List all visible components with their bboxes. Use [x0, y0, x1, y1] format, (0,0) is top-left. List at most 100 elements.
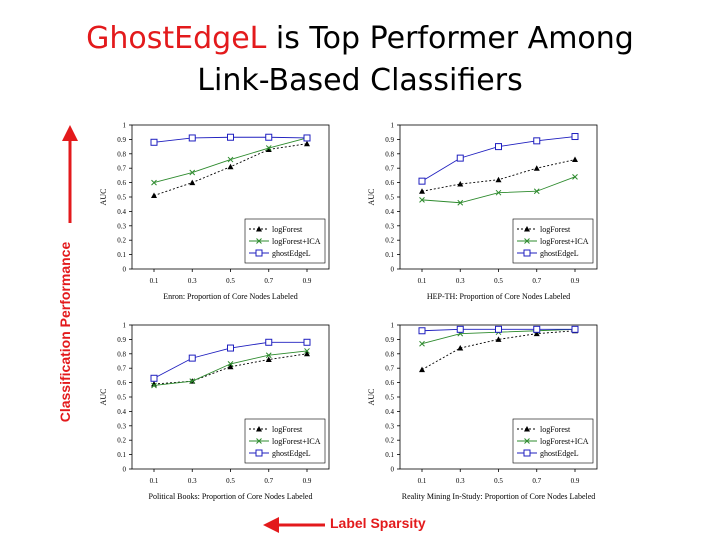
x-axis-label: HEP-TH: Proportion of Core Nodes Labeled — [427, 292, 570, 301]
data-point — [533, 165, 540, 171]
title-rest: is Top Performer Among — [266, 21, 634, 56]
y-tick-label: 0.2 — [385, 437, 394, 445]
legend-label: logForest+ICA — [540, 437, 589, 446]
data-point — [533, 330, 540, 337]
data-point — [265, 338, 273, 346]
legend-marker — [524, 226, 530, 232]
data-point — [572, 173, 578, 180]
data-point — [150, 374, 158, 382]
data-point — [457, 199, 464, 206]
x-tick-label: 0.5 — [226, 277, 235, 285]
x-tick-label: 0.9 — [571, 477, 580, 485]
series-line — [421, 159, 576, 192]
data-point — [572, 156, 578, 163]
y-tick-label: 0.6 — [385, 379, 394, 387]
legend-label: ghostEdgeL — [272, 249, 311, 258]
data-point — [265, 352, 272, 359]
data-point — [227, 361, 234, 367]
y-tick-label: 0.9 — [385, 336, 394, 344]
data-point — [227, 363, 234, 370]
chart-reality-mining: 0 0.1 0.2 0.3 0.4 0.5 0.6 0.7 0.8 0.9 1 0.1 0.3 0.5 0.… — [367, 322, 598, 501]
x-tick-label: 0.3 — [188, 477, 197, 485]
legend-label: logForest — [540, 425, 571, 434]
x-tick-label: 0.1 — [418, 477, 427, 485]
y-axis-label: AUC — [99, 389, 108, 406]
y-tick-label: 0.2 — [385, 237, 394, 245]
data-point — [419, 366, 425, 373]
y-tick-label: 1 — [123, 322, 127, 330]
series-logforest — [151, 350, 310, 387]
y-tick-label: 0.6 — [385, 179, 394, 187]
legend-marker — [523, 449, 531, 457]
y-axis-label: AUC — [367, 389, 376, 406]
series-line — [421, 330, 576, 371]
y-tick-label: 0.7 — [385, 365, 394, 373]
series-logforest — [419, 156, 578, 194]
data-point — [419, 340, 425, 347]
x-tick-label: 0.3 — [456, 277, 465, 285]
data-point — [227, 163, 234, 170]
x-tick-label: 0.7 — [264, 477, 273, 485]
series-ghostedgel — [418, 325, 579, 335]
legend-label: logForest — [272, 425, 303, 434]
x-tick-label: 0.7 — [532, 277, 541, 285]
left-arrow-icon — [263, 517, 325, 533]
y-tick-label: 0.8 — [117, 150, 126, 158]
y-tick-label: 0.5 — [385, 394, 394, 402]
x-tick-label: 0.3 — [456, 477, 465, 485]
series-logforest-plus-ica — [419, 173, 578, 206]
y-tick-label: 0.5 — [117, 194, 126, 202]
y-tick-label: 0.4 — [385, 408, 394, 416]
y-tick-label: 0.4 — [117, 208, 126, 216]
data-point — [457, 345, 464, 351]
y-tick-label: 0.3 — [385, 222, 394, 230]
side-label: Classification Performance — [57, 241, 73, 423]
x-tick-label: 0.9 — [303, 277, 312, 285]
y-tick-label: 0.1 — [117, 451, 126, 459]
series-line — [153, 143, 308, 196]
y-tick-label: 1 — [123, 122, 127, 130]
x-tick-label: 0.1 — [418, 277, 427, 285]
series-ghostedgel — [150, 133, 311, 146]
x-axis-label: Political Books: Proportion of Core Node… — [149, 492, 313, 501]
data-point — [304, 348, 310, 354]
data-point — [227, 133, 234, 141]
title-highlight: GhostEdgeL — [86, 21, 267, 56]
x-tick-label: 0.1 — [150, 477, 159, 485]
legend-marker — [524, 426, 530, 432]
data-point — [419, 197, 425, 203]
y-tick-label: 0.9 — [117, 336, 126, 344]
data-point — [189, 169, 196, 176]
up-arrow-icon — [62, 125, 78, 223]
y-tick-label: 0 — [123, 266, 127, 274]
legend-marker — [255, 449, 263, 457]
data-point — [151, 382, 157, 389]
data-point — [495, 143, 502, 151]
y-tick-label: 0.9 — [117, 136, 126, 144]
y-tick-label: 1 — [391, 322, 395, 330]
y-tick-label: 0.5 — [117, 394, 126, 402]
y-tick-label: 0.4 — [385, 208, 394, 216]
legend-label: logForest+ICA — [272, 237, 321, 246]
data-point — [151, 179, 157, 186]
data-point — [150, 138, 158, 146]
y-tick-label: 0.2 — [117, 437, 126, 445]
chart-political-books: 0 0.1 0.2 0.3 0.4 0.5 0.6 0.7 0.8 0.9 1 0.1 0.3 0.5 0.… — [99, 322, 330, 501]
chart-hep-th: 0 0.1 0.2 0.3 0.4 0.5 0.6 0.7 0.8 0.9 1 0.1 0.3 0.5 0.… — [367, 122, 598, 301]
title-line-1: GhostEdgeL is Top Performer Among — [0, 18, 720, 60]
y-tick-label: 0.8 — [385, 350, 394, 358]
data-point — [418, 177, 426, 185]
y-axis-label: AUC — [367, 189, 376, 206]
series-line — [153, 137, 308, 184]
title-line-2: Link-Based Classifiers — [197, 63, 523, 98]
data-point — [571, 133, 579, 141]
y-axis-label: AUC — [99, 189, 108, 206]
legend-label: logForest — [272, 225, 303, 234]
y-tick-label: 0.7 — [385, 165, 394, 173]
y-tick-label: 0.3 — [117, 422, 126, 430]
legend-label: ghostEdgeL — [540, 249, 579, 258]
legend-marker — [256, 426, 262, 432]
data-point — [304, 140, 310, 147]
legend-marker — [256, 438, 262, 444]
legend-marker — [524, 438, 530, 444]
